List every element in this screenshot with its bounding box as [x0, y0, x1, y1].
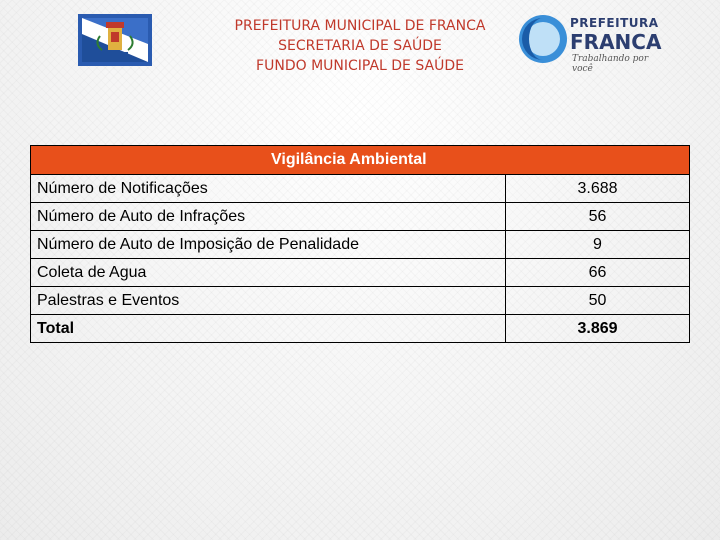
total-value: 3.869: [505, 314, 690, 343]
vigilancia-table: Vigilância Ambiental Número de Notificaç…: [30, 145, 690, 343]
row-value: 3.688: [505, 174, 690, 203]
total-label: Total: [30, 314, 506, 343]
header-line-2: SECRETARIA DE SAÚDE: [278, 38, 442, 54]
header-title-block: PREFEITURA MUNICIPAL DE FRANCA SECRETARI…: [210, 16, 510, 76]
row-value: 50: [505, 286, 690, 315]
table-total-row: Total 3.869: [30, 314, 690, 343]
table-row: Número de Auto de Infrações 56: [30, 202, 690, 231]
table-row: Coleta de Agua 66: [30, 258, 690, 287]
logo-word-franca: FRANCA: [570, 30, 662, 54]
row-label: Número de Auto de Infrações: [30, 202, 506, 231]
header-line-1: PREFEITURA MUNICIPAL DE FRANCA: [234, 18, 486, 34]
table-row: Número de Auto de Imposição de Penalidad…: [30, 230, 690, 259]
logo-word-prefeitura: PREFEITURA: [570, 16, 659, 30]
header-line-3: FUNDO MUNICIPAL DE SAÚDE: [256, 58, 464, 74]
row-value: 9: [505, 230, 690, 259]
row-label: Coleta de Agua: [30, 258, 506, 287]
row-value: 66: [505, 258, 690, 287]
logo-circle-icon: [519, 15, 567, 63]
table-row: Palestras e Eventos 50: [30, 286, 690, 315]
table-title: Vigilância Ambiental: [30, 145, 690, 175]
logo-slogan: Trabalhando por você: [572, 54, 649, 74]
prefeitura-franca-logo: PREFEITURA FRANCA Trabalhando por você: [518, 12, 662, 74]
row-label: Palestras e Eventos: [30, 286, 506, 315]
franca-coat-of-arms-icon: [78, 14, 152, 66]
table-row: Número de Notificações 3.688: [30, 174, 690, 203]
row-label: Número de Notificações: [30, 174, 506, 203]
row-value: 56: [505, 202, 690, 231]
row-label: Número de Auto de Imposição de Penalidad…: [30, 230, 506, 259]
